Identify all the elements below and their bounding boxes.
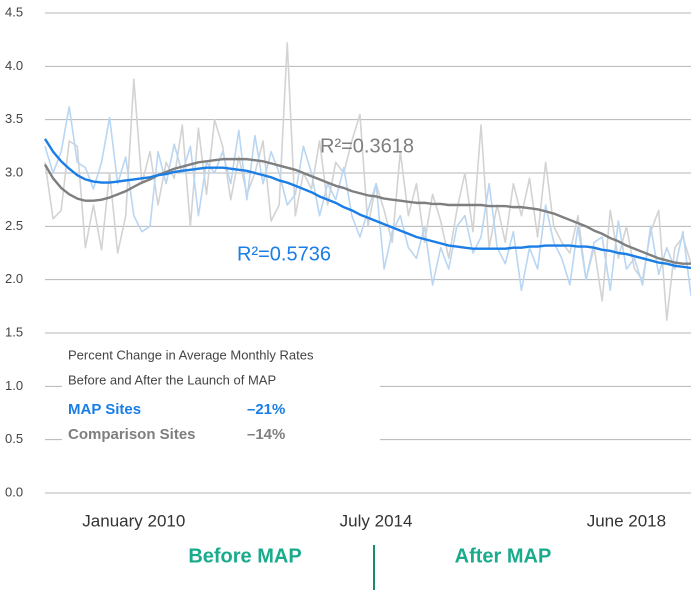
r2-label: R²=0.3618 <box>320 135 414 157</box>
y-tick-label: 0.5 <box>5 431 23 446</box>
trend-line <box>43 138 691 270</box>
phase-label: Before MAP <box>188 545 301 567</box>
y-tick-label: 2.0 <box>5 271 23 286</box>
x-tick-label: January 2010 <box>82 511 185 530</box>
y-tick-label: 2.5 <box>5 218 23 233</box>
box-title: Percent Change in Average Monthly Rates <box>68 347 314 362</box>
phase-label: After MAP <box>455 545 552 567</box>
y-tick-label: 3.5 <box>5 111 23 126</box>
y-tick-label: 0.0 <box>5 484 23 499</box>
box-row-change: –21% <box>247 401 285 418</box>
x-tick-label: June 2018 <box>587 511 666 530</box>
series-line <box>44 106 691 296</box>
r2-label: R²=0.5736 <box>237 243 331 265</box>
annotation-box-bg <box>62 345 380 448</box>
box-row-name: MAP Sites <box>68 401 141 418</box>
x-tick-label: July 2014 <box>340 511 413 530</box>
y-tick-label: 4.0 <box>5 58 23 73</box>
y-tick-label: 4.5 <box>5 4 23 19</box>
trend-line <box>43 157 691 265</box>
box-row-change: –14% <box>247 426 285 443</box>
box-row-name: Comparison Sites <box>68 426 196 443</box>
y-tick-label: 1.5 <box>5 324 23 339</box>
lines <box>43 42 691 321</box>
y-tick-label: 1.0 <box>5 378 23 393</box>
y-tick-label: 3.0 <box>5 164 23 179</box>
box-title: Before and After the Launch of MAP <box>68 372 276 387</box>
